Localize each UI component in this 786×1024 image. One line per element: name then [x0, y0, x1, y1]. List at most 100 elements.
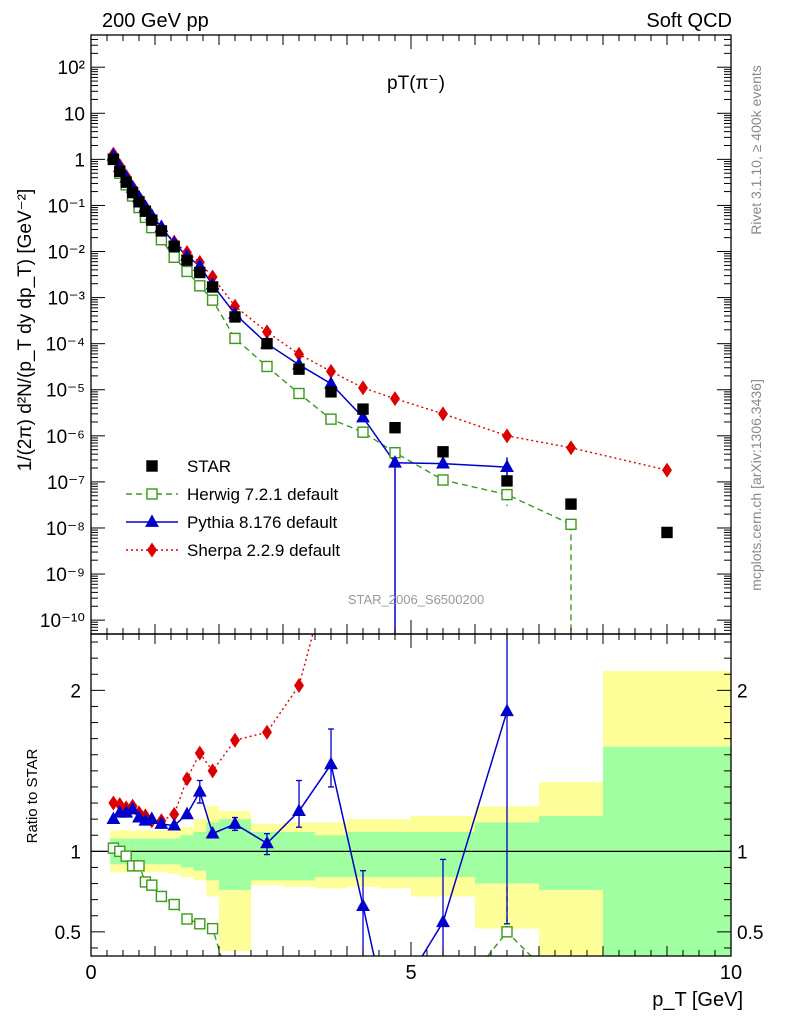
sherpa-point: [565, 440, 577, 456]
ratio-herwig-point: [120, 850, 132, 862]
herwig-point: [501, 488, 513, 501]
star-point: [293, 363, 305, 375]
x-axis-label: p_T [GeV]: [652, 989, 743, 1011]
ratio-pythia-point: [436, 914, 450, 928]
y-tick-label: 10⁻²: [48, 243, 86, 264]
ratio-herwig-point: [501, 926, 513, 938]
star-point: [107, 153, 120, 166]
y-tick-label: 10: [64, 104, 85, 125]
band-inner-20: [539, 815, 603, 890]
sherpa-point: [501, 428, 513, 444]
legend-pythia-marker: [145, 514, 159, 527]
y-tick-label: 10²: [58, 58, 85, 79]
ratio-herwig-point: [194, 918, 206, 930]
star-point: [114, 165, 126, 178]
x-tick-label: 5: [405, 962, 416, 984]
star-point: [437, 446, 449, 458]
herwig-point: [261, 360, 273, 373]
chart-title: pT(π⁻): [387, 73, 445, 94]
side-label-mcplots: mcplots.cern.ch [arXiv:1306.3436]: [748, 379, 764, 591]
ratio-pythia-point: [228, 816, 242, 829]
top-series: [106, 146, 673, 634]
ratio-pythia-point: [192, 784, 207, 797]
star-point: [155, 225, 168, 237]
y-tick-label: 10⁻¹: [48, 196, 86, 217]
analysis-id: STAR_2006_S6500200: [348, 592, 484, 607]
herwig-point: [293, 387, 305, 400]
x-tick-label: 0: [85, 962, 96, 984]
ratio-sherpa-point: [293, 678, 305, 694]
herwig-point: [181, 265, 193, 278]
ratio-pythia-point: [500, 703, 514, 717]
y-tick-label: 10⁻⁸: [46, 519, 85, 540]
ratio-sherpa-point: [229, 732, 241, 748]
band-inner-17: [379, 832, 411, 878]
ratio-herwig-point: [155, 890, 168, 903]
star-point: [661, 526, 673, 539]
herwig-point: [565, 518, 577, 531]
side-label-rivet: Rivet 3.1.10, ≥ 400k events: [748, 65, 764, 235]
y-tick-label: 10⁻⁹: [46, 565, 85, 586]
ratio-pythia-point: [144, 811, 159, 825]
star-point: [181, 254, 193, 266]
ratio-pythia-point: [154, 816, 169, 829]
legend-label: STAR: [187, 457, 231, 476]
legend-herwig-marker: [146, 488, 158, 500]
y-axis-label: 1/(2π) d²N/(p_T dy dp_T) [GeV⁻²]: [15, 189, 36, 472]
y-tick-label: 10⁻⁴: [46, 335, 85, 356]
ratio-y-tick-label: 1: [70, 842, 81, 863]
ratio-sherpa-point: [194, 745, 205, 761]
herwig-point: [325, 413, 337, 425]
ratio-herwig-point: [133, 860, 145, 872]
pythia-point: [356, 409, 370, 423]
star-point: [126, 186, 139, 199]
star-point: [139, 205, 152, 217]
y-tick-label: 1: [74, 150, 85, 171]
ratio-herwig-point: [181, 913, 193, 925]
header-right: Soft QCD: [646, 10, 732, 32]
sherpa-point: [325, 363, 337, 379]
ratio-y-tick-label-right: 0.5: [737, 923, 763, 944]
star-point: [229, 311, 241, 323]
ratio-herwig-point: [168, 898, 180, 911]
legend-label: Pythia 8.176 default: [187, 513, 338, 532]
herwig-point: [229, 332, 241, 345]
band-inner-15: [315, 835, 347, 878]
ratio-pythia-point: [324, 756, 338, 770]
pythia-point: [500, 459, 514, 472]
star-point: [206, 281, 219, 293]
herwig-point: [194, 280, 206, 292]
y-tick-label: 10⁻⁷: [47, 473, 85, 494]
pythia-line: [112, 155, 508, 468]
ratio-pythia-point: [106, 811, 121, 825]
star-point: [194, 266, 206, 279]
ratio-bands: [110, 671, 731, 956]
sherpa-point: [357, 380, 369, 396]
herwig-point: [437, 474, 449, 486]
y-tick-label: 10⁻⁶: [46, 427, 85, 448]
ratio-pythia-point: [167, 817, 182, 831]
star-point: [168, 240, 180, 252]
ratio-herwig-point: [206, 922, 219, 935]
pythia-point: [436, 455, 450, 469]
band-inner-14: [283, 832, 315, 881]
sherpa-point: [389, 391, 401, 407]
y-tick-label: 10⁻¹⁰: [40, 611, 85, 632]
ratio-sherpa-point: [108, 795, 119, 811]
legend-star-marker: [146, 460, 158, 472]
ratio-pythia-point: [125, 801, 140, 815]
star-point: [146, 214, 158, 226]
legend-label: Herwig 7.2.1 default: [187, 485, 338, 504]
ratio-y-tick-label-right: 2: [737, 681, 748, 702]
ratio-sherpa-line: [113, 634, 314, 822]
herwig-point: [206, 294, 219, 306]
sherpa-point: [437, 406, 449, 422]
sherpa-point: [661, 462, 673, 478]
band-inner-16: [347, 832, 379, 878]
ratio-series: [106, 634, 532, 956]
legend-sherpa-marker: [146, 542, 158, 558]
star-point: [325, 386, 337, 398]
legend: STAR Herwig 7.2.1 default Pythia 8.176 def…: [126, 457, 340, 560]
star-point: [261, 337, 273, 350]
